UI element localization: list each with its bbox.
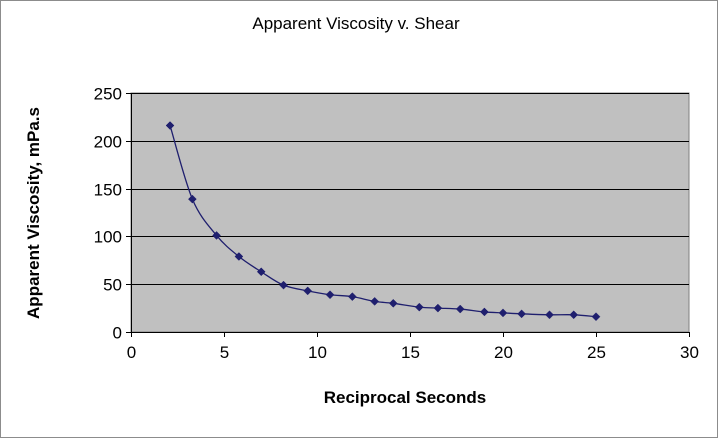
tick-labels: 0 50 100 150 200 250 0 5 10 15 20 25 30 <box>94 85 699 363</box>
data-point-1 <box>188 194 197 204</box>
y-tick-label-50: 50 <box>103 276 122 295</box>
y-tick-label-200: 200 <box>94 133 122 152</box>
x-tick-label-25: 25 <box>587 343 606 362</box>
axes <box>126 93 690 337</box>
data-point-9 <box>370 297 380 306</box>
data-point-3 <box>234 252 244 261</box>
x-tick-label-0: 0 <box>127 343 136 362</box>
chart-title: Apparent Viscosity v. Shear <box>252 14 460 33</box>
x-tick-label-10: 10 <box>308 343 327 362</box>
x-tick-label-5: 5 <box>220 343 229 362</box>
data-point-2 <box>212 231 221 240</box>
y-tick-label-150: 150 <box>94 181 122 200</box>
data-series <box>165 121 601 322</box>
gridlines <box>131 93 689 285</box>
data-point-19 <box>591 312 601 322</box>
x-tick-label-30: 30 <box>680 343 699 362</box>
data-point-14 <box>480 307 489 317</box>
data-point-15 <box>498 308 508 318</box>
data-point-18 <box>569 310 579 320</box>
y-axis-title: Apparent Viscosity, mPa.s <box>24 107 43 319</box>
plot-area <box>130 92 690 333</box>
data-point-6 <box>303 286 313 296</box>
x-axis-title: Reciprocal Seconds <box>324 388 487 407</box>
x-tick-label-20: 20 <box>494 343 513 362</box>
y-tick-label-100: 100 <box>94 228 122 247</box>
data-point-11 <box>414 302 424 312</box>
data-point-13 <box>455 304 465 314</box>
data-point-7 <box>325 290 335 300</box>
data-point-4 <box>256 267 266 277</box>
data-point-17 <box>545 310 554 320</box>
y-tick-label-0: 0 <box>113 324 122 343</box>
y-tick-label-250: 250 <box>94 85 122 104</box>
data-point-5 <box>279 280 288 290</box>
x-tick-label-15: 15 <box>401 343 420 362</box>
data-point-8 <box>347 292 357 301</box>
data-point-0 <box>165 121 175 130</box>
data-point-16 <box>517 309 526 319</box>
data-point-10 <box>388 298 398 308</box>
data-point-12 <box>433 303 443 313</box>
